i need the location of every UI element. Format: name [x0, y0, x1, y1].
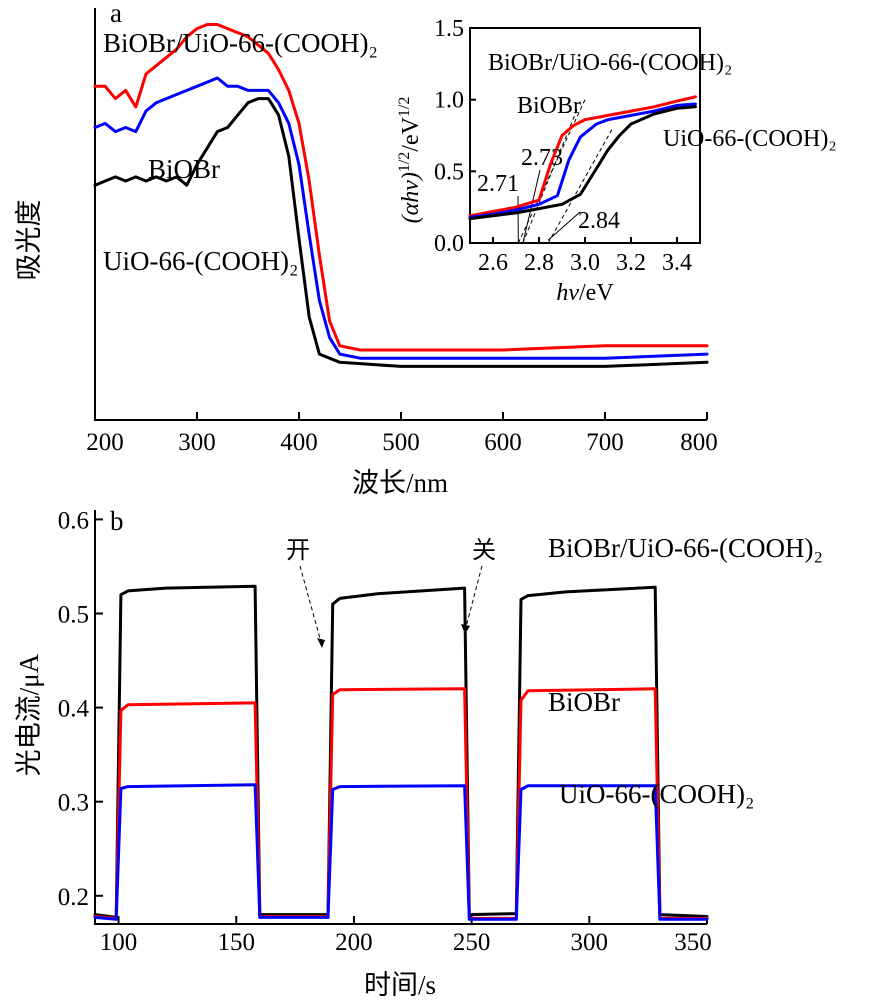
panel-b-label-s1: BiOBr/UiO-66-(COOH)₂ [548, 533, 823, 563]
panel-a-x-tick-label: 400 [280, 429, 318, 456]
panel-b-x-tick-label: 350 [674, 929, 712, 956]
panel-a-series-line-3 [93, 97, 709, 368]
panel-b-label-s3: UiO-66-(COOH)₂ [559, 779, 754, 809]
inset-series-line-2 [468, 102, 697, 219]
panel-b-label: b [110, 506, 124, 536]
panel-b-y-tick-label: 0.3 [58, 790, 89, 817]
inset-y-title: (αhv)1/2/eV1/2 [396, 97, 424, 224]
panel-b-series-line-3 [93, 783, 709, 921]
inset-y-tick-label: 1.0 [434, 88, 464, 114]
panel-b-y-title: 光电流/μA [14, 653, 44, 776]
panel-b-axes [94, 510, 707, 925]
panel-b-series-line-1 [93, 584, 709, 919]
inset-x-tick-label: 3.0 [570, 250, 600, 276]
inset-x-tick-label: 2.8 [524, 250, 554, 276]
panel-b-x-tick-label: 150 [217, 929, 255, 956]
on-arrowhead [317, 638, 325, 648]
panel-b: b 100 150 200 250 300 350 0.2 0.3 0.4 0.5 0.6 开 关… [14, 506, 823, 1000]
inset-y-tick-label: 0.0 [434, 231, 464, 257]
panel-a: a 200 300 400 500 600 700 800 BiOBr/UiO-66-(CO… [14, 0, 837, 498]
panel-b-y-tick-label: 0.5 [58, 602, 89, 629]
inset-annot-284: 2.84 [578, 208, 620, 234]
panel-b-y-tick-label: 0.6 [58, 507, 89, 534]
inset-y-ticks: 0.0 0.5 1.0 1.5 [434, 16, 476, 257]
panel-a-x-tick-label: 300 [178, 429, 216, 456]
inset-x-tick-label: 2.6 [478, 250, 508, 276]
inset-y-tick-label: 1.5 [434, 16, 464, 42]
panel-a-x-tick-label: 600 [484, 429, 522, 456]
panel-a-y-title: 吸光度 [14, 200, 44, 281]
panel-b-x-tick-label: 200 [335, 929, 373, 956]
panel-a-x-ticks: 200 300 400 500 600 700 800 [86, 412, 718, 456]
off-arrow [465, 565, 483, 628]
inset-pointer [547, 211, 581, 241]
panel-b-x-tick-label: 100 [100, 929, 138, 956]
panel-b-x-tick-label: 300 [571, 929, 609, 956]
panel-a-series-line-1 [93, 23, 709, 352]
panel-a-series-line-2 [93, 76, 709, 360]
panel-b-y-ticks: 0.2 0.3 0.4 0.5 0.6 [58, 507, 103, 911]
inset-x-ticks: 2.6 2.8 3.0 3.2 3.4 [478, 237, 692, 276]
panel-b-x-title: 时间/s [364, 970, 436, 1000]
panel-a-x-tick-label: 200 [86, 429, 124, 456]
panel-a-inset: 2.6 2.8 3.0 3.2 3.4 0.0 0.5 1.0 1.5 BiOBr/UiO-6… [396, 16, 837, 306]
panel-b-label-s2: BiOBr [548, 687, 620, 717]
panel-a-label-s1: BiOBr/UiO-66-(COOH)₂ [103, 28, 378, 58]
panel-b-x-tick-label: 250 [453, 929, 491, 956]
on-label: 开 [286, 538, 310, 564]
inset-label-s2: BiOBr [517, 93, 581, 119]
inset-tangent [547, 128, 614, 244]
inset-annot-273: 2.73 [521, 145, 563, 171]
off-arrowhead [461, 624, 470, 634]
panel-b-series-line-2 [93, 687, 709, 920]
panel-a-x-tick-label: 500 [382, 429, 420, 456]
inset-series [468, 95, 697, 221]
on-arrow [299, 565, 322, 643]
panel-a-x-title: 波长/nm [352, 468, 448, 498]
inset-label-s1: BiOBr/UiO-66-(COOH)₂ [488, 50, 732, 76]
inset-x-tick-label: 3.2 [616, 250, 646, 276]
inset-y-tick-label: 0.5 [434, 159, 464, 185]
inset-x-title: hv/eV [556, 280, 614, 306]
panel-a-series [93, 23, 709, 368]
panel-a-label-s2: BiOBr [148, 154, 220, 184]
panel-a-label-s3: UiO-66-(COOH)₂ [103, 246, 298, 276]
panel-b-y-tick-label: 0.2 [58, 884, 89, 911]
panel-a-x-tick-label: 800 [680, 429, 718, 456]
off-label: 关 [472, 537, 496, 564]
panel-b-y-tick-label: 0.4 [58, 696, 90, 723]
panel-b-series [93, 584, 709, 921]
inset-annot-271: 2.71 [477, 171, 519, 197]
inset-x-tick-label: 3.4 [662, 250, 692, 276]
panel-b-x-ticks: 100 150 200 250 300 350 [100, 916, 712, 956]
inset-series-line-1 [468, 95, 697, 218]
panel-a-label: a [110, 0, 122, 28]
inset-label-s3: UiO-66-(COOH)₂ [663, 126, 837, 152]
inset-series-line-3 [468, 105, 697, 221]
panel-a-x-tick-label: 700 [586, 429, 624, 456]
